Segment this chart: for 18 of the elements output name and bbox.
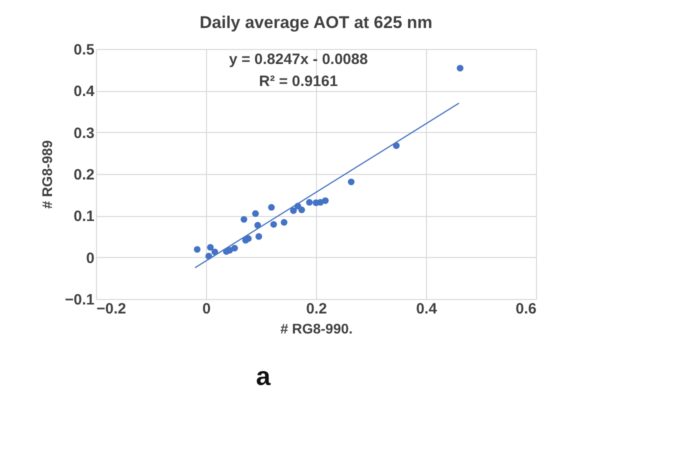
x-tick-label: 0.6 bbox=[516, 300, 536, 318]
x-tick-label: 0.4 bbox=[416, 300, 438, 318]
x-tick-label: 0 bbox=[202, 300, 211, 318]
y-tick-label: 0.5 bbox=[74, 42, 94, 58]
x-axis-title: # RG8-990. bbox=[280, 320, 353, 336]
y-tick-label: 0.2 bbox=[74, 166, 94, 184]
y-tick-label: 0.4 bbox=[74, 83, 96, 100]
y-tick-label: −0.1 bbox=[64, 292, 94, 308]
annotation: R² = 0.9161 bbox=[258, 73, 338, 90]
annotation: y = 0.8247x - 0.0088 bbox=[228, 51, 368, 68]
y-tick-label: 0.1 bbox=[74, 208, 94, 226]
y-tick-label: 0 bbox=[86, 250, 94, 267]
x-tick-label: −0.2 bbox=[96, 300, 126, 318]
text: a bbox=[256, 361, 271, 391]
y-axis-title: # RG8-989 bbox=[38, 140, 55, 209]
y-tick-label: 0.3 bbox=[74, 124, 94, 142]
chart-title: Daily average AOT at 625 nm bbox=[200, 13, 432, 32]
x-tick-label: 0.2 bbox=[306, 300, 327, 318]
